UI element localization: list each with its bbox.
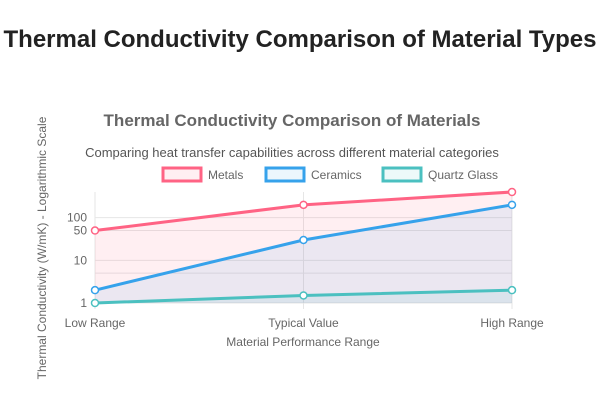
y-tick-label: 100 [67,211,87,225]
legend-swatch [264,166,306,183]
legend-swatch [381,166,423,183]
data-point [507,200,517,210]
legend-label: Metals [208,168,243,182]
data-point [507,285,517,295]
data-point [299,200,308,210]
y-tick-label: 50 [74,224,88,238]
x-tick-label: High Range [480,316,544,330]
series-area [95,204,512,303]
x-axis-label: Material Performance Range [226,335,380,349]
chart-subtitle: Comparing heat transfer capabilities acr… [85,145,499,160]
x-tick-label: Low Range [65,316,126,330]
legend-label: Quartz Glass [428,168,498,182]
page-title: Thermal Conductivity Comparison of Mater… [3,26,597,53]
y-tick-label: 1 [80,296,87,310]
data-point [507,187,517,197]
data-point [299,235,308,245]
legend: Metals Ceramics Quartz Glass [161,166,498,183]
chart-title: Thermal Conductivity Comparison of Mater… [104,111,481,130]
legend-label: Ceramics [311,168,362,182]
legend-swatch [161,166,203,183]
y-axis-label: Thermal Conductivity (W/mK) - Logarithmi… [35,116,49,379]
data-point [90,285,100,295]
x-tick-label: Typical Value [268,316,339,330]
data-point [90,226,100,235]
data-point [299,291,308,300]
series-layer [90,187,517,308]
series-area [95,192,512,303]
data-point [90,298,100,308]
y-tick-label: 10 [74,253,88,267]
